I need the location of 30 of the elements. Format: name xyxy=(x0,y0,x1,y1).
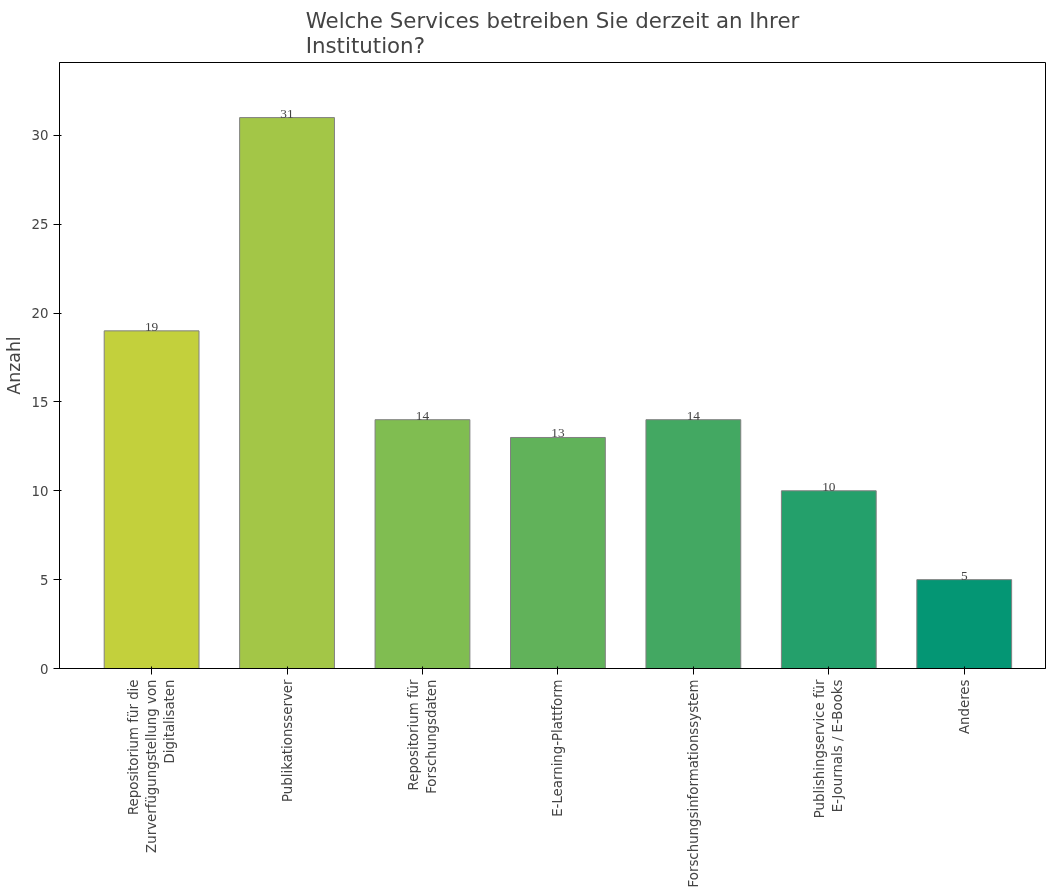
bar xyxy=(645,419,742,669)
x-tick-label: Anderes xyxy=(956,679,972,735)
data-label: 19 xyxy=(144,318,159,334)
y-tick-label: 20 xyxy=(31,306,49,322)
data-label: 14 xyxy=(686,407,701,423)
chart-title: Welche Services betreiben Sie derzeit an Ihrer Institution? xyxy=(305,7,800,58)
x-tick-label: Repositorium für Forschungsdaten xyxy=(405,678,439,794)
bar xyxy=(239,117,335,669)
x-tick-label: Publikationsserver xyxy=(279,678,295,802)
bar xyxy=(510,436,606,669)
y-axis-title: Anzahl xyxy=(3,336,24,395)
bar xyxy=(916,579,1013,669)
data-label: 13 xyxy=(551,425,565,441)
y-tick-label: 5 xyxy=(40,572,49,588)
y-tick-label: 30 xyxy=(31,128,49,144)
y-tick-label: 0 xyxy=(40,661,49,677)
x-tick-label: Forschungsinformationssystem xyxy=(685,679,701,888)
data-label: 10 xyxy=(822,478,836,494)
x-tick-label: Repositorium für die Zurverfügungstellung von Digitalisaten xyxy=(126,679,178,853)
y-tick-label: 15 xyxy=(31,394,49,410)
bar xyxy=(103,330,200,669)
bar xyxy=(374,419,471,669)
x-tick-label: Publishingservice für E-Journals / E-Books xyxy=(812,678,846,819)
y-tick-label: 10 xyxy=(31,483,49,499)
data-label: 5 xyxy=(960,567,968,583)
y-tick-label: 25 xyxy=(31,217,49,233)
data-label: 14 xyxy=(415,407,430,423)
bar xyxy=(780,490,877,669)
x-tick-label: E-Learning-Plattform xyxy=(550,679,566,817)
data-label: 31 xyxy=(280,105,294,121)
